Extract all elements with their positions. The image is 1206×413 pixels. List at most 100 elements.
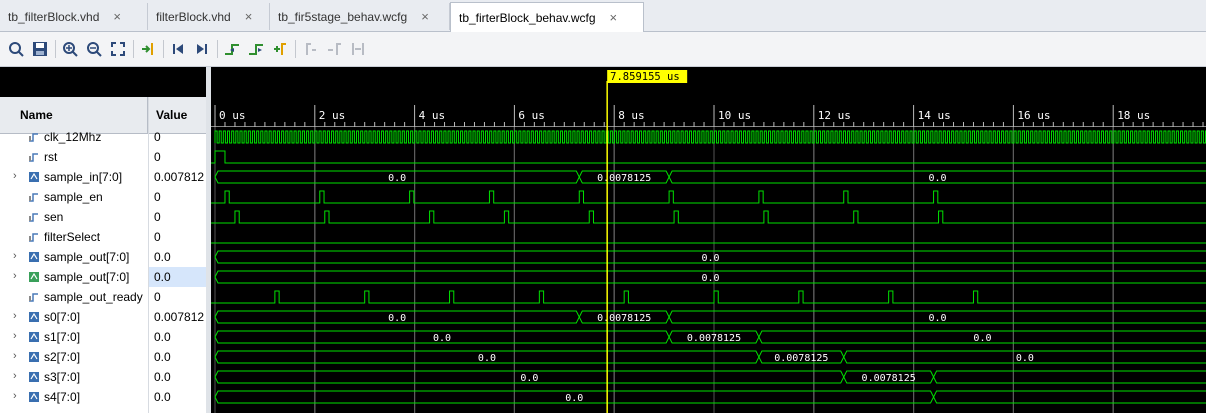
chevron-right-icon[interactable]: › — [13, 170, 17, 182]
tick-label: 0 us — [219, 109, 246, 122]
swap-cursors-icon — [348, 39, 368, 59]
signal-row[interactable]: sample_out_ready 0 — [0, 287, 206, 307]
signal-row[interactable]: › s2[7:0] 0.0 — [0, 347, 206, 367]
bus-value-label: 0.0 — [973, 333, 991, 344]
previous-transition-icon[interactable] — [222, 39, 242, 59]
signal-list-panel: Name Value clk_12Mhz 0 rst 0 › sample_in[7:0]… — [0, 67, 206, 413]
toolbar-separator — [163, 40, 164, 58]
signal-row[interactable]: › s0[7:0] 0.007812 — [0, 307, 206, 327]
bus-signal-icon — [29, 252, 39, 262]
signal-value: 0 — [154, 230, 161, 244]
cursor-time-badge — [607, 70, 688, 83]
close-icon[interactable]: × — [421, 9, 429, 24]
signal-row[interactable]: filterSelect 0 — [0, 227, 206, 247]
bit-signal-icon — [29, 233, 38, 242]
chevron-right-icon[interactable]: › — [13, 310, 17, 322]
toolbar-separator — [217, 40, 218, 58]
tab-tb-filterblock-vhd[interactable]: tb_filterBlock.vhd × — [0, 3, 148, 30]
sen-waveform — [211, 210, 1206, 224]
waveform-view[interactable]: 0 us 2 us 4 us 6 us 8 us 10 us 12 us 14 us 16 us… — [211, 67, 1206, 413]
waveform-canvas: 0 us 2 us 4 us 6 us 8 us 10 us 12 us 14 us 16 us… — [211, 70, 1206, 413]
name-column-header[interactable]: Name — [0, 97, 148, 134]
go-to-time-0-icon[interactable] — [168, 39, 188, 59]
bus-value-label: 0.0 — [929, 173, 947, 184]
save-icon[interactable] — [30, 39, 50, 59]
bus-segment — [843, 350, 1206, 364]
signal-row[interactable]: › s3[7:0] 0.0 — [0, 367, 206, 387]
zoom-fit-icon[interactable] — [108, 39, 128, 59]
signal-name: sample_out_ready — [44, 290, 143, 304]
signal-row[interactable]: clk_12Mhz 0 — [0, 127, 206, 147]
signal-row[interactable]: sample_en 0 — [0, 187, 206, 207]
search-icon[interactable] — [6, 39, 26, 59]
signal-value: 0.0 — [154, 390, 171, 404]
tab-tb-fir5stage-behav-wcfg[interactable]: tb_fir5stage_behav.wcfg × — [270, 3, 450, 30]
toolbar-separator — [55, 40, 56, 58]
bus-segment — [214, 330, 670, 344]
signal-value: 0.007812 — [154, 170, 205, 184]
chevron-right-icon[interactable]: › — [13, 370, 17, 382]
signal-row[interactable]: › s4[7:0] 0.0 — [0, 387, 206, 407]
tab-filterblock-vhd[interactable]: filterBlock.vhd × — [148, 3, 270, 30]
add-marker-icon[interactable] — [270, 39, 290, 59]
signal-name: sample_out[7:0] — [44, 270, 130, 284]
bus-value-label: 0.0078125 — [597, 313, 651, 324]
tick-label: 4 us — [419, 109, 446, 122]
bus-value-label: 0.0 — [388, 313, 406, 324]
chevron-right-icon[interactable]: › — [13, 350, 17, 362]
bus-signal-icon — [29, 352, 39, 362]
signal-row[interactable]: rst 0 — [0, 147, 206, 167]
chevron-right-icon[interactable]: › — [13, 330, 17, 342]
tick-label: 12 us — [818, 109, 851, 122]
signal-row[interactable]: › s1[7:0] 0.0 — [0, 327, 206, 347]
bus-value-label: 0.0 — [478, 353, 496, 364]
bit-signal-icon — [29, 193, 38, 202]
bus-value-label: 0.0 — [1016, 353, 1034, 364]
signal-value: 0.0 — [154, 330, 171, 344]
signal-list-top-bar — [0, 67, 206, 97]
signal-row[interactable]: sen 0 — [0, 207, 206, 227]
signal-row[interactable]: › sample_out[7:0] 0.0 — [0, 247, 206, 267]
bus-segment — [758, 330, 1206, 344]
signal-row[interactable]: › sample_in[7:0] 0.007812 — [0, 167, 206, 187]
bus-segment — [933, 370, 1206, 384]
editor-tab-bar: tb_filterBlock.vhd × filterBlock.vhd × t… — [0, 0, 1206, 32]
close-icon[interactable]: × — [244, 9, 253, 24]
chevron-right-icon[interactable]: › — [13, 250, 17, 262]
signal-name: s2[7:0] — [44, 350, 81, 364]
close-icon[interactable]: × — [609, 10, 618, 25]
bus-value-label: 0.0 — [701, 273, 719, 284]
bus-segment — [214, 270, 1206, 284]
value-column-header[interactable]: Value — [148, 97, 206, 134]
go-to-last-time-icon[interactable] — [192, 39, 212, 59]
bus-value-label: 0.0 — [565, 393, 583, 404]
signal-row[interactable]: › sample_out[7:0] 0.0 — [0, 267, 206, 287]
close-icon[interactable]: × — [113, 9, 121, 24]
bus-segment — [214, 250, 1206, 264]
signal-name: s1[7:0] — [44, 330, 81, 344]
bus-segment — [668, 310, 1206, 324]
column-separator — [148, 97, 149, 413]
signal-name: clk_12Mhz — [44, 130, 102, 144]
zoom-in-icon[interactable] — [60, 39, 80, 59]
bus-segment — [843, 370, 935, 384]
next-transition-icon[interactable] — [246, 39, 266, 59]
zoom-out-icon[interactable] — [84, 39, 104, 59]
waveform-toolbar — [0, 32, 1206, 67]
tab-tb-firterblock-behav-wcfg[interactable]: tb_firterBlock_behav.wcfg × — [450, 2, 644, 32]
bus-signal-icon — [29, 272, 39, 282]
signal-value: 0.007812 — [154, 310, 205, 324]
go-to-cursor-icon[interactable] — [138, 39, 158, 59]
signal-name: sen — [44, 210, 64, 224]
bus-segment — [214, 370, 845, 384]
chevron-right-icon[interactable]: › — [13, 270, 17, 282]
tab-label: tb_fir5stage_behav.wcfg — [278, 9, 408, 24]
tick-label: 16 us — [1017, 109, 1050, 122]
chevron-right-icon[interactable]: › — [13, 390, 17, 402]
signal-name: sample_out[7:0] — [44, 250, 130, 264]
bus-value-label: 0.0078125 — [597, 173, 651, 184]
clk-12mhz-waveform — [214, 130, 1206, 144]
bus-segment — [578, 170, 670, 184]
panel-splitter[interactable] — [206, 67, 211, 413]
bus-value-label: 0.0 — [388, 173, 406, 184]
